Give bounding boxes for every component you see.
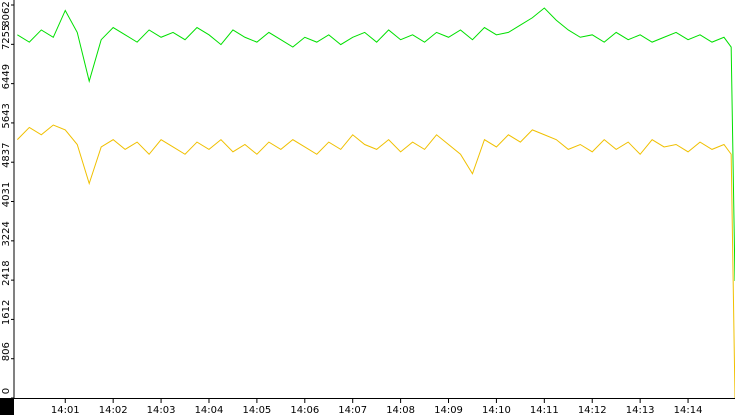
y-tick-label: 806 [1, 342, 12, 361]
y-tick-label: 8062 [1, 1, 12, 26]
x-tick-label: 14:04 [195, 405, 224, 415]
y-tick-label: 2418 [1, 260, 12, 285]
x-tick-label: 14:02 [99, 405, 128, 415]
y-tick-label: 4837 [1, 142, 12, 167]
x-tick-label: 14:07 [338, 405, 367, 415]
x-tick-label: 14:09 [434, 405, 463, 415]
y-tick-label: 7255 [1, 25, 12, 50]
x-tick-label: 14:03 [147, 405, 176, 415]
x-tick-label: 14:11 [530, 405, 559, 415]
series-line [17, 7, 735, 282]
x-tick-label: 14:13 [626, 405, 655, 415]
y-tick-label: 4031 [1, 182, 12, 207]
x-tick-label: 14:01 [51, 405, 80, 415]
x-tick-label: 14:12 [578, 405, 607, 415]
y-tick-label: 3224 [1, 221, 12, 246]
y-tick-label: 1612 [1, 300, 12, 325]
x-tick-label: 14:06 [290, 405, 319, 415]
y-tick-label: 5643 [1, 103, 12, 128]
x-tick-label: 14:10 [482, 405, 511, 415]
y-tick-label: 0 [1, 388, 12, 394]
x-tick-label: 14:08 [386, 405, 415, 415]
axis-corner [0, 398, 14, 415]
x-tick-label: 14:14 [674, 405, 703, 415]
y-tick-label: 6449 [1, 64, 12, 89]
x-tick-label: 14:05 [242, 405, 271, 415]
series-line [16, 124, 735, 399]
